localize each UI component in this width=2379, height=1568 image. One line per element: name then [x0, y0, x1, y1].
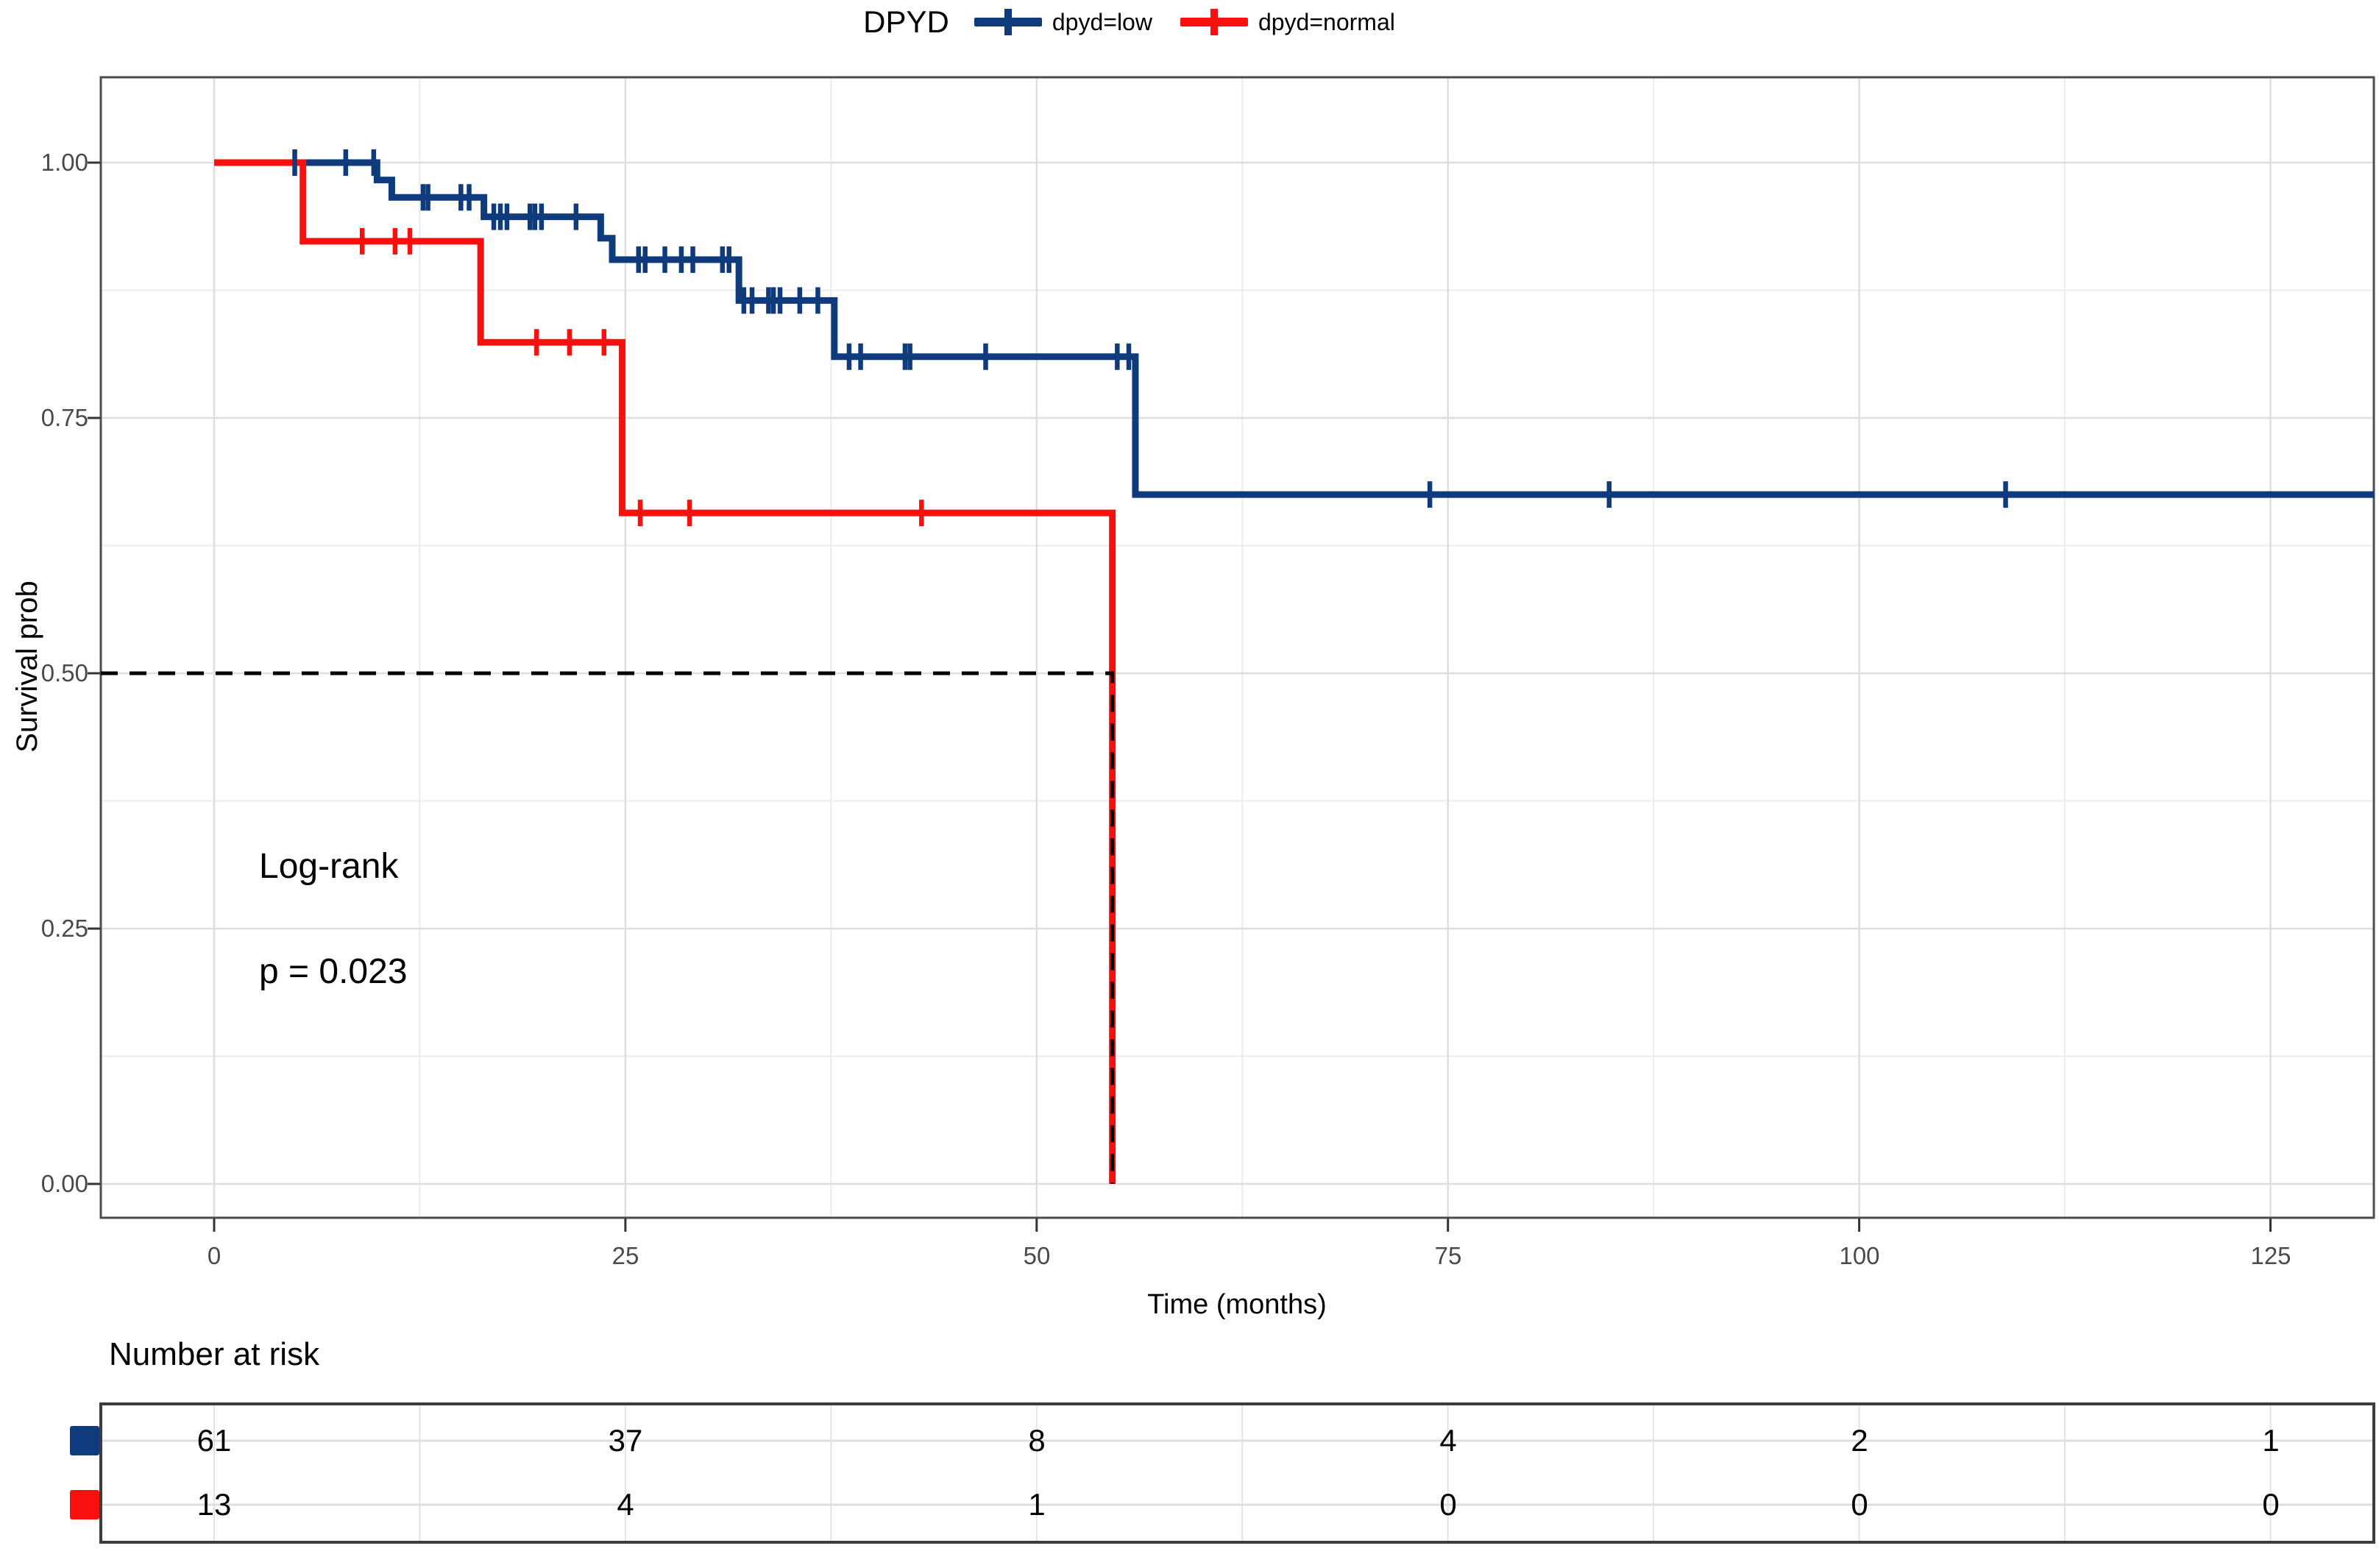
- gridlines-minor: [101, 77, 2374, 1218]
- risk-count: 0: [1851, 1487, 1868, 1522]
- y-axis-title: Survival prob: [11, 581, 43, 753]
- x-axis-title: Time (months): [1147, 1289, 1327, 1320]
- x-tick-label: 25: [611, 1242, 639, 1269]
- survival-curve-dpyd=low: [214, 159, 2375, 498]
- x-tick-label: 125: [2250, 1242, 2291, 1269]
- panel-rect: [99, 76, 2375, 1219]
- y-tick-label: 1.00: [40, 149, 88, 176]
- risk-count: 61: [196, 1423, 232, 1458]
- x-tick-label: 50: [1023, 1242, 1051, 1269]
- risk-count: 0: [1439, 1487, 1457, 1522]
- risk-row-key-low: [70, 1426, 99, 1455]
- logrank-label: Log-rank: [259, 847, 399, 886]
- axis-tick-marks: [88, 161, 2272, 1232]
- risk-count: 0: [2262, 1487, 2280, 1522]
- legend-title: DPYD: [863, 4, 949, 39]
- risk-table-grid: [99, 1402, 2375, 1544]
- median-dashed-line: [101, 671, 1115, 1184]
- x-tick-label: 75: [1434, 1242, 1462, 1269]
- panel-border: [99, 76, 2375, 1219]
- y-tick-label: 0.25: [40, 915, 88, 942]
- y-tick-label: 0.00: [40, 1170, 88, 1197]
- legend-label-normal: dpyd=normal: [1258, 8, 1395, 35]
- p-value-label: p = 0.023: [259, 952, 408, 991]
- y-tick-label: 0.75: [40, 404, 88, 431]
- risk-count: 13: [196, 1487, 232, 1522]
- risk-count: 8: [1028, 1423, 1046, 1458]
- plus-line-marker-icon: [974, 9, 1042, 35]
- y-tick-label: 0.50: [40, 659, 88, 687]
- gridlines-major: [101, 77, 2374, 1218]
- risk-table-title: Number at risk: [109, 1336, 320, 1372]
- survival-curves: [214, 159, 2375, 1184]
- risk-row-key-normal: [70, 1490, 99, 1519]
- legend-item-low: dpyd=low: [971, 6, 1152, 38]
- x-tick-label: 0: [207, 1242, 221, 1269]
- survival-curve-dpyd=normal: [214, 159, 1116, 1184]
- risk-count: 37: [608, 1423, 643, 1458]
- legend-item-normal: dpyd=normal: [1177, 6, 1395, 38]
- risk-count: 4: [1439, 1423, 1457, 1458]
- risk-count: 2: [1851, 1423, 1868, 1458]
- x-tick-label: 100: [1839, 1242, 1880, 1269]
- risk-table-border: [99, 1402, 2375, 1544]
- risk-count: 4: [617, 1487, 634, 1522]
- legend-label-low: dpyd=low: [1052, 8, 1152, 35]
- plus-line-marker-icon: [1180, 9, 1248, 35]
- risk-count: 1: [2262, 1423, 2280, 1458]
- median-line: [101, 671, 1115, 1184]
- legend: DPYD dpyd=low dpyd=normal: [0, 4, 2331, 40]
- risk-count: 1: [1028, 1487, 1046, 1522]
- censor-marks: [292, 149, 2008, 527]
